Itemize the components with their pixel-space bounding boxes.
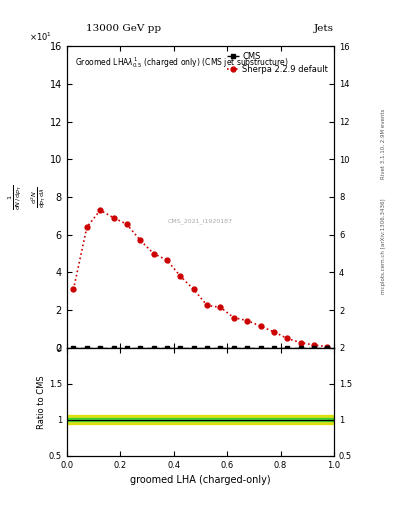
Sherpa 2.2.9 default [151, 250, 156, 257]
CMS [191, 345, 196, 351]
CMS [285, 345, 290, 351]
CMS [298, 345, 303, 351]
Sherpa 2.2.9 default [98, 207, 103, 214]
CMS [325, 345, 330, 351]
Sherpa 2.2.9 default [325, 344, 330, 350]
Sherpa 2.2.9 default [71, 286, 76, 292]
CMS [138, 345, 143, 351]
Text: Jets: Jets [314, 24, 334, 33]
Sherpa 2.2.9 default [125, 221, 129, 227]
CMS [84, 345, 89, 351]
CMS [125, 345, 129, 351]
CMS [111, 345, 116, 351]
Legend: CMS, Sherpa 2.2.9 default: CMS, Sherpa 2.2.9 default [223, 49, 332, 77]
CMS [312, 345, 316, 351]
Text: mcplots.cern.ch [arXiv:1306.3436]: mcplots.cern.ch [arXiv:1306.3436] [381, 198, 386, 293]
Line: CMS: CMS [71, 346, 330, 350]
Sherpa 2.2.9 default [245, 317, 250, 324]
CMS [178, 345, 183, 351]
CMS [151, 345, 156, 351]
CMS [205, 345, 209, 351]
CMS [258, 345, 263, 351]
Sherpa 2.2.9 default [272, 329, 276, 335]
CMS [71, 345, 76, 351]
Sherpa 2.2.9 default [258, 323, 263, 329]
Text: $\times 10^{1}$: $\times 10^{1}$ [29, 31, 52, 43]
Sherpa 2.2.9 default [138, 237, 143, 243]
Y-axis label: Ratio to CMS: Ratio to CMS [37, 375, 46, 429]
Sherpa 2.2.9 default [178, 273, 183, 279]
Sherpa 2.2.9 default [298, 339, 303, 346]
Text: Groomed LHA$\lambda^{1}_{0.5}$ (charged only) (CMS jet substructure): Groomed LHA$\lambda^{1}_{0.5}$ (charged … [75, 55, 289, 70]
Sherpa 2.2.9 default [111, 215, 116, 221]
CMS [231, 345, 236, 351]
X-axis label: groomed LHA (charged-only): groomed LHA (charged-only) [130, 475, 271, 485]
CMS [165, 345, 169, 351]
Sherpa 2.2.9 default [165, 257, 169, 263]
CMS [98, 345, 103, 351]
Sherpa 2.2.9 default [84, 224, 89, 230]
Sherpa 2.2.9 default [285, 335, 290, 342]
Text: CMS_2021_I1920187: CMS_2021_I1920187 [168, 218, 233, 224]
Text: 13000 GeV pp: 13000 GeV pp [86, 24, 162, 33]
Line: Sherpa 2.2.9 default: Sherpa 2.2.9 default [71, 208, 330, 349]
Text: Rivet 3.1.10, 2.9M events: Rivet 3.1.10, 2.9M events [381, 108, 386, 179]
Sherpa 2.2.9 default [191, 286, 196, 292]
Sherpa 2.2.9 default [205, 303, 209, 309]
Y-axis label: $\frac{1}{\mathrm{d}N\,/\,\mathrm{d}p_\mathrm{T}}$
$\frac{\mathrm{d}^2N}{\mathrm: $\frac{1}{\mathrm{d}N\,/\,\mathrm{d}p_\m… [7, 184, 48, 210]
Sherpa 2.2.9 default [218, 304, 223, 310]
CMS [218, 345, 223, 351]
Sherpa 2.2.9 default [312, 342, 316, 348]
CMS [272, 345, 276, 351]
Sherpa 2.2.9 default [231, 315, 236, 321]
CMS [245, 345, 250, 351]
